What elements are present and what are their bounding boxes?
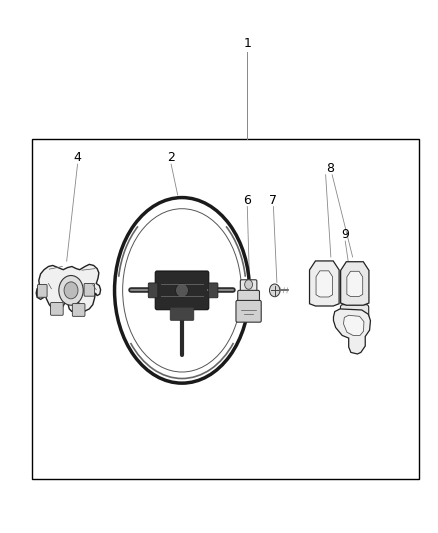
FancyBboxPatch shape [238, 290, 259, 305]
Polygon shape [333, 309, 371, 354]
FancyBboxPatch shape [340, 305, 369, 326]
FancyBboxPatch shape [84, 284, 95, 296]
Text: 4: 4 [74, 151, 81, 164]
Circle shape [269, 284, 280, 297]
FancyBboxPatch shape [50, 303, 63, 316]
Circle shape [245, 280, 253, 289]
Text: 9: 9 [341, 228, 349, 241]
Text: 6: 6 [244, 193, 251, 207]
Polygon shape [347, 271, 363, 296]
FancyBboxPatch shape [155, 271, 209, 310]
Text: 2: 2 [167, 151, 175, 164]
Circle shape [64, 282, 78, 299]
Text: 1: 1 [244, 37, 251, 50]
Text: 8: 8 [326, 162, 334, 175]
Bar [32, 139, 419, 479]
Polygon shape [343, 316, 364, 335]
Polygon shape [316, 271, 332, 297]
FancyBboxPatch shape [148, 283, 158, 298]
Polygon shape [341, 262, 369, 305]
Ellipse shape [176, 284, 188, 297]
Text: 7: 7 [269, 193, 277, 207]
Circle shape [59, 276, 83, 305]
Polygon shape [36, 264, 101, 312]
FancyBboxPatch shape [38, 285, 47, 297]
FancyBboxPatch shape [208, 283, 218, 298]
FancyBboxPatch shape [72, 304, 85, 317]
Polygon shape [310, 261, 339, 306]
FancyBboxPatch shape [240, 280, 257, 295]
FancyBboxPatch shape [236, 301, 261, 322]
FancyBboxPatch shape [170, 308, 194, 320]
